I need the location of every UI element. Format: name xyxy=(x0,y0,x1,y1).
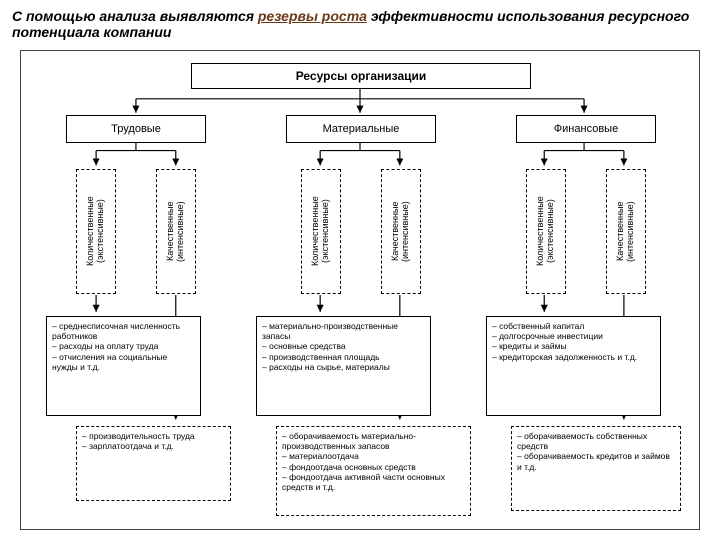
title-underlined: резервы роста xyxy=(258,8,367,24)
diagram-frame: Ресурсы организации Трудовые Материальны… xyxy=(20,50,700,530)
desc-b2: – оборачиваемость материально-производст… xyxy=(276,426,471,516)
vbox-c2: Качественные (интенсивные) xyxy=(606,169,646,294)
desc-c1: – собственный капитал – долгосрочные инв… xyxy=(486,316,661,416)
vbox-b2: Качественные (интенсивные) xyxy=(381,169,421,294)
cat-material: Материальные xyxy=(286,115,436,143)
desc-a2: – производительность труда – зарплатоотд… xyxy=(76,426,231,501)
cat-labor: Трудовые xyxy=(66,115,206,143)
vbox-a2: Качественные (интенсивные) xyxy=(156,169,196,294)
top-box: Ресурсы организации xyxy=(191,63,531,89)
vbox-c1: Количественные (экстенсивные) xyxy=(526,169,566,294)
desc-a1: – среднесписочная численность работников… xyxy=(46,316,201,416)
vbox-a1: Количественные (экстенсивные) xyxy=(76,169,116,294)
page-title: С помощью анализа выявляются резервы рос… xyxy=(0,0,720,42)
cat-financial: Финансовые xyxy=(516,115,656,143)
vbox-b1: Количественные (экстенсивные) xyxy=(301,169,341,294)
desc-b1: – материально-производственные запасы – … xyxy=(256,316,431,416)
title-pre: С помощью анализа выявляются xyxy=(12,8,258,24)
desc-c2: – оборачиваемость собственных средств – … xyxy=(511,426,681,511)
